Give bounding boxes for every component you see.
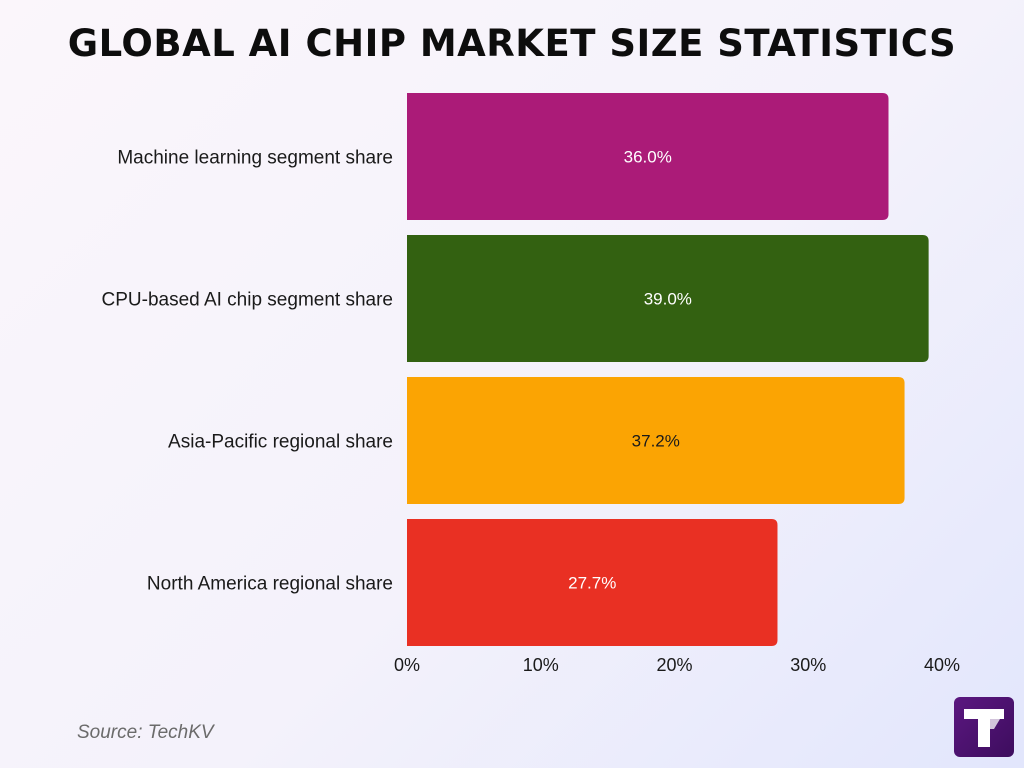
bar-3 [407,377,905,504]
x-tick-label: 20% [656,655,692,675]
category-label: Machine learning segment share [117,148,393,169]
bar-4 [407,519,778,646]
x-tick-label: 0% [394,655,420,675]
bar-1 [407,93,889,220]
bar-chart: 36.0% Machine learning segment share 39.0%… [102,93,960,675]
techkv-logo-icon [954,697,1014,757]
chart-title: GLOBAL AI CHIP MARKET SIZE STATISTICS [67,22,957,65]
x-tick-label: 40% [924,655,960,675]
bar-value-label: 37.2% [632,432,680,451]
x-tick-label: 30% [790,655,826,675]
category-label: Asia-Pacific regional share [168,432,393,453]
source-text: Source: TechKV [77,722,214,743]
category-label: North America regional share [147,574,393,595]
category-label: CPU-based AI chip segment share [102,290,394,311]
bar-value-label: 39.0% [644,290,692,309]
bar-2 [407,235,929,362]
x-tick-label: 10% [523,655,559,675]
bar-value-label: 27.7% [568,574,616,593]
bar-value-label: 36.0% [624,148,672,167]
